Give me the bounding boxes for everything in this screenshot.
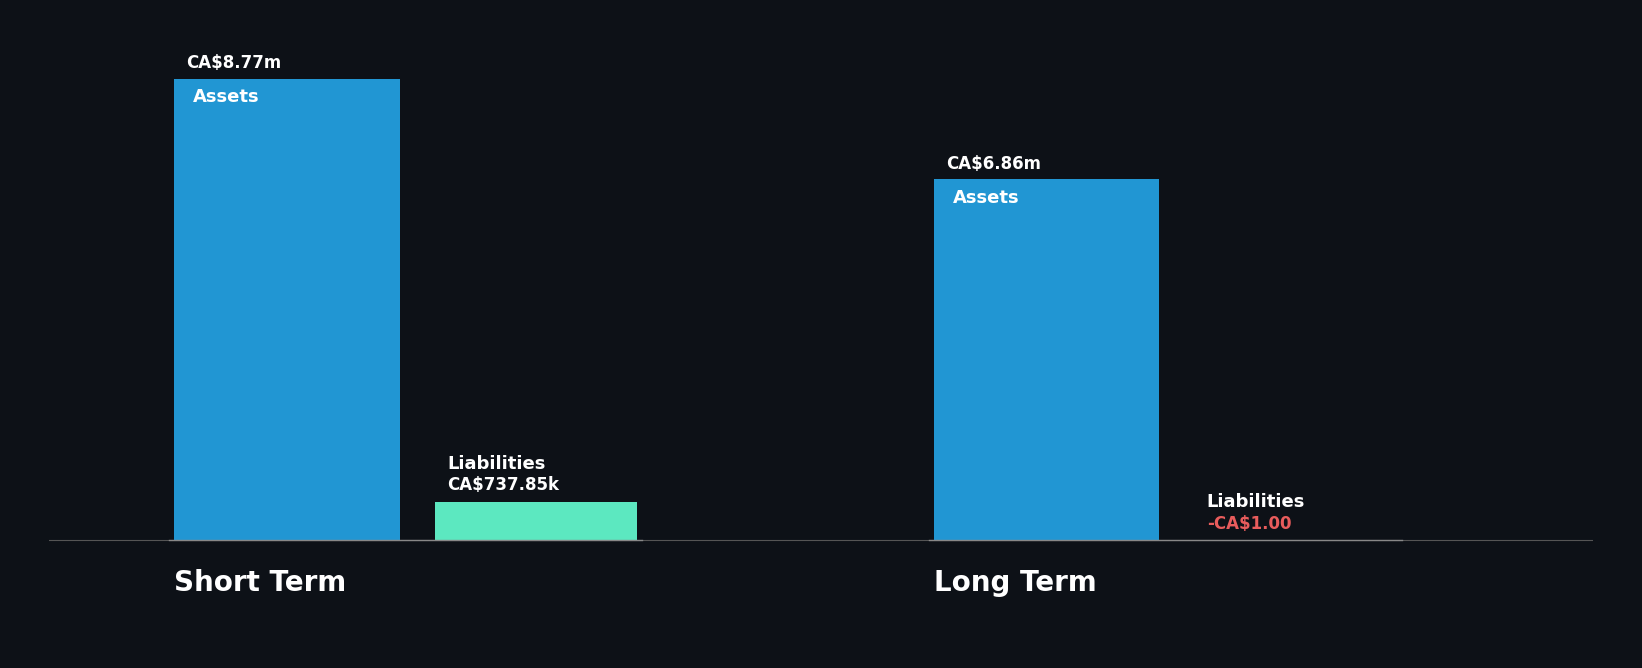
Text: CA$6.86m: CA$6.86m xyxy=(946,155,1041,173)
Text: CA$737.85k: CA$737.85k xyxy=(447,476,558,494)
Text: Long Term: Long Term xyxy=(934,569,1097,597)
Text: -CA$1.00: -CA$1.00 xyxy=(1207,514,1291,532)
Bar xyxy=(174,79,399,540)
Text: Assets: Assets xyxy=(192,88,259,106)
Text: CA$8.77m: CA$8.77m xyxy=(186,54,281,72)
Bar xyxy=(934,179,1159,540)
Bar xyxy=(435,502,637,540)
Text: Liabilities: Liabilities xyxy=(447,455,545,472)
Text: Assets: Assets xyxy=(952,188,1020,206)
Text: Liabilities: Liabilities xyxy=(1207,494,1305,512)
Text: Short Term: Short Term xyxy=(174,569,346,597)
